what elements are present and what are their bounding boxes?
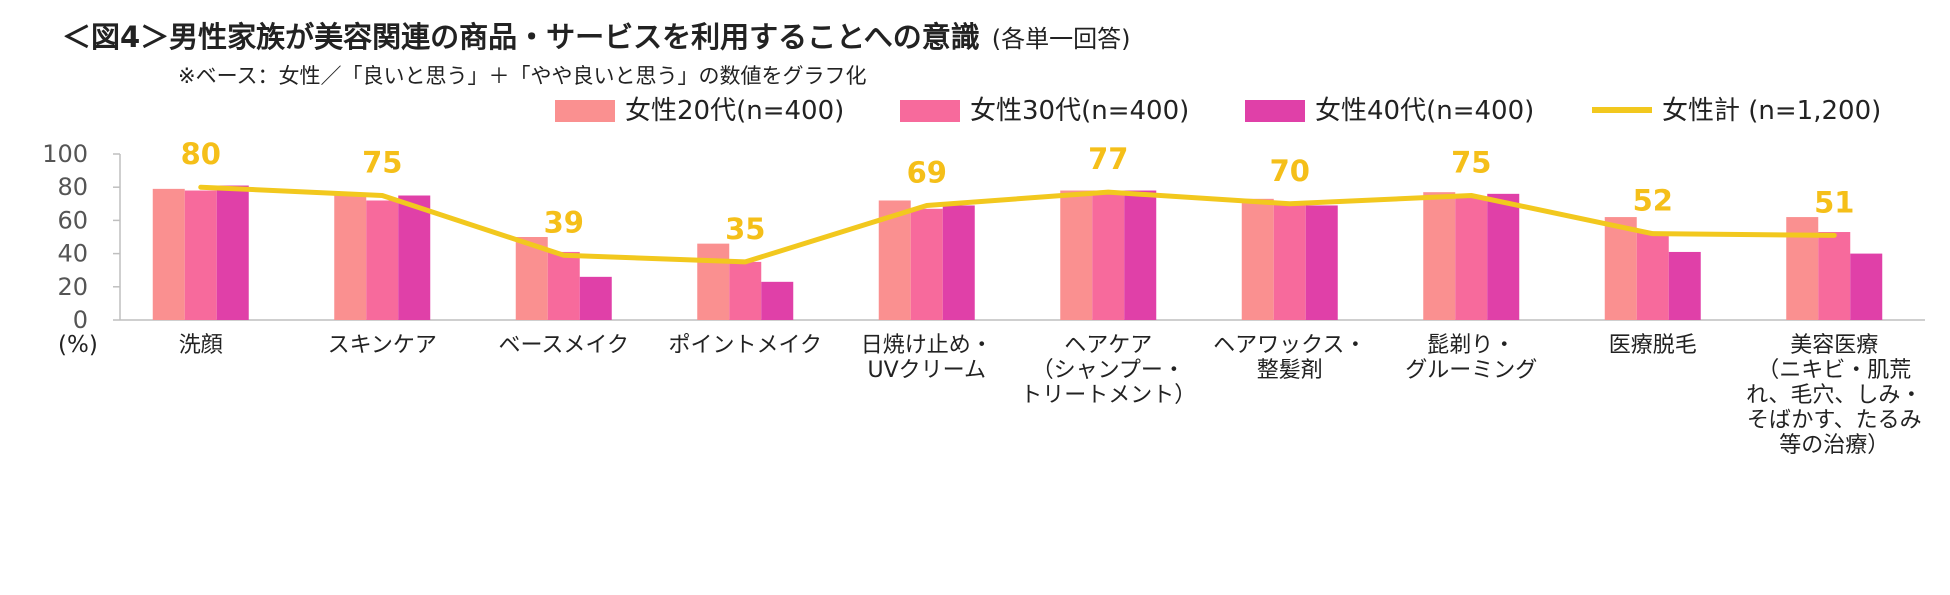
bar-s2-c7 xyxy=(1273,203,1306,320)
bar-s3-c4 xyxy=(761,281,794,320)
y-tick-label: 20 xyxy=(57,273,88,301)
bar-s1-c7 xyxy=(1241,198,1274,320)
total-value-label: 75 xyxy=(1451,146,1491,180)
unit-label: (%) xyxy=(58,332,98,358)
legend-label-3: 女性40代(n=400) xyxy=(1315,96,1534,126)
bar-s3-c5 xyxy=(942,205,975,320)
bar-s2-c2 xyxy=(366,200,399,320)
total-line xyxy=(198,184,1837,265)
total-value-label: 51 xyxy=(1814,185,1854,219)
category-label-line: ポイントメイク xyxy=(668,333,822,358)
category-label-line: ヘアワックス・ xyxy=(1213,333,1366,358)
bar-s3-c9 xyxy=(1668,251,1701,320)
bar-s3-c8 xyxy=(1487,193,1520,320)
category-label-line: 等の治療） xyxy=(1779,433,1889,458)
bar-s1-c8 xyxy=(1423,192,1456,320)
category-label-line: 美容医療 xyxy=(1790,333,1878,358)
legend-swatch-3 xyxy=(1245,100,1305,122)
category-label: ポイントメイク xyxy=(668,333,822,358)
title-text: ＜図4＞男性家族が美容関連の商品・サービスを利用することへの意識 xyxy=(62,20,980,54)
y-tick-label: 100 xyxy=(42,140,88,168)
category-label-line: 日焼け止め・ xyxy=(861,333,993,358)
bar-s3-c7 xyxy=(1305,205,1338,320)
bar-s2-c10 xyxy=(1818,232,1851,320)
category-label-line: グルーミング xyxy=(1405,358,1537,383)
y-tick-label: 40 xyxy=(57,240,88,268)
category-label-line: （ニキビ・肌荒 xyxy=(1757,358,1911,383)
legend-swatch-2 xyxy=(900,100,960,122)
category-label: スキンケア xyxy=(328,333,437,358)
category-label: ベースメイク xyxy=(499,333,629,358)
legend-swatch-1 xyxy=(555,100,615,122)
bar-s2-c6 xyxy=(1092,190,1125,320)
total-value-label: 80 xyxy=(181,137,221,171)
category-label: 髭剃り・グルーミング xyxy=(1405,333,1537,383)
bar-s2-c8 xyxy=(1455,197,1488,320)
category-label: ヘアワックス・整髪剤 xyxy=(1213,333,1366,383)
bar-s1-c2 xyxy=(334,195,367,320)
chart-title: ＜図4＞男性家族が美容関連の商品・サービスを利用することへの意識 (各単一回答) xyxy=(62,14,1130,56)
bar-s3-c10 xyxy=(1850,253,1883,320)
category-label-line: 髭剃り・ xyxy=(1427,333,1515,358)
legend-label-4: 女性計 (n=1,200) xyxy=(1662,96,1881,126)
title-note: (各単一回答) xyxy=(991,25,1131,53)
bar-s2-c9 xyxy=(1636,232,1669,320)
bar-s2-c5 xyxy=(910,208,943,320)
category-label-line: 医療脱毛 xyxy=(1609,333,1697,358)
y-tick-label: 80 xyxy=(57,173,88,201)
category-label-line: トリートメント） xyxy=(1020,383,1196,408)
category-label-line: スキンケア xyxy=(328,333,437,358)
category-label-line: れ、毛穴、しみ・ xyxy=(1746,383,1922,408)
bar-s3-c1 xyxy=(216,185,249,320)
total-value-label: 75 xyxy=(362,146,402,180)
legend-label-1: 女性20代(n=400) xyxy=(625,96,844,126)
bar-s3-c6 xyxy=(1124,190,1157,320)
category-label: 医療脱毛 xyxy=(1609,333,1697,358)
category-label-line: そばかす、たるみ xyxy=(1747,408,1922,433)
category-label-line: （シャンプー・ xyxy=(1032,358,1185,383)
bar-s1-c4 xyxy=(697,243,730,320)
total-value-labels: 80 75 39 35 69 77 70 75 52 51 xyxy=(181,137,1855,246)
category-label: 日焼け止め・ UVクリーム xyxy=(861,333,993,383)
category-label-line: 洗顔 xyxy=(179,333,223,358)
legend-label-2: 女性30代(n=400) xyxy=(970,96,1189,126)
category-label-line: 整髪剤 xyxy=(1257,358,1323,383)
total-value-label: 77 xyxy=(1088,142,1128,176)
bar-s1-c1 xyxy=(152,188,185,320)
bar-series xyxy=(152,185,1883,320)
total-value-label: 69 xyxy=(907,155,947,189)
bar-s2-c4 xyxy=(729,261,762,320)
y-tick-label: 0 xyxy=(73,306,88,334)
total-line-path xyxy=(198,184,1837,265)
bar-s1-c6 xyxy=(1060,190,1093,320)
legend: 女性20代(n=400) 女性30代(n=400) 女性40代(n=400) 女性計 … xyxy=(555,96,1881,126)
total-value-label: 52 xyxy=(1633,184,1673,218)
category-label-line: UVクリーム xyxy=(868,358,987,383)
y-tick-label: 60 xyxy=(57,206,88,234)
bar-s1-c9 xyxy=(1604,217,1637,320)
category-label: ヘアケア（シャンプー・トリートメント） xyxy=(1020,333,1196,408)
total-value-label: 35 xyxy=(725,212,765,246)
bar-s3-c3 xyxy=(579,276,612,320)
category-label-line: ベースメイク xyxy=(499,333,629,358)
category-label: 洗顔 xyxy=(179,333,223,358)
chart-subtitle: ※ベース：女性／「良いと思う」＋「やや良いと思う」の数値をグラフ化 xyxy=(178,64,867,88)
category-label: 美容医療（ニキビ・肌荒れ、毛穴、しみ・そばかす、たるみ等の治療） xyxy=(1746,333,1922,458)
total-value-label: 39 xyxy=(544,205,584,239)
bar-s2-c3 xyxy=(547,251,580,320)
bar-s3-c2 xyxy=(398,195,431,320)
category-label-line: ヘアケア xyxy=(1064,333,1152,358)
x-axis-categories: 洗顔 スキンケア ベースメイク ポイントメイク 日焼け止め・ UVクリームヘアケア（シャン… xyxy=(179,333,1923,458)
bar-s2-c1 xyxy=(184,190,217,320)
total-value-label: 70 xyxy=(1270,154,1310,188)
